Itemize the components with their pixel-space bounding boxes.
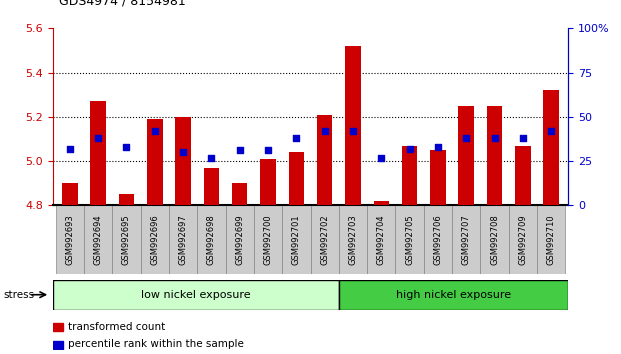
- Point: [518, 135, 528, 141]
- Text: GSM992705: GSM992705: [405, 215, 414, 265]
- FancyBboxPatch shape: [537, 205, 565, 274]
- FancyBboxPatch shape: [197, 205, 225, 274]
- Point: [461, 135, 471, 141]
- Bar: [289, 152, 304, 205]
- Point: [178, 149, 188, 155]
- Point: [93, 135, 103, 141]
- Text: GSM992704: GSM992704: [377, 215, 386, 265]
- Point: [348, 128, 358, 134]
- FancyBboxPatch shape: [339, 205, 367, 274]
- FancyBboxPatch shape: [509, 205, 537, 274]
- Bar: [515, 145, 531, 205]
- Bar: [175, 117, 191, 205]
- Point: [150, 128, 160, 134]
- Point: [405, 146, 415, 152]
- Point: [65, 146, 75, 152]
- Text: GSM992706: GSM992706: [433, 215, 442, 265]
- Text: GSM992695: GSM992695: [122, 215, 131, 265]
- Point: [291, 135, 301, 141]
- Text: GSM992709: GSM992709: [519, 215, 527, 265]
- FancyBboxPatch shape: [56, 205, 84, 274]
- Text: GSM992698: GSM992698: [207, 215, 216, 265]
- FancyBboxPatch shape: [254, 205, 282, 274]
- FancyBboxPatch shape: [367, 205, 396, 274]
- Bar: [543, 90, 559, 205]
- Text: low nickel exposure: low nickel exposure: [141, 290, 251, 300]
- FancyBboxPatch shape: [452, 205, 481, 274]
- Point: [376, 155, 386, 160]
- Bar: [317, 115, 332, 205]
- Text: GSM992708: GSM992708: [490, 215, 499, 265]
- Bar: [458, 106, 474, 205]
- Text: GSM992707: GSM992707: [462, 215, 471, 265]
- Text: stress: stress: [3, 290, 34, 300]
- Text: GSM992710: GSM992710: [546, 215, 556, 265]
- FancyBboxPatch shape: [112, 205, 140, 274]
- Bar: [119, 194, 134, 205]
- Bar: [53, 323, 63, 331]
- Point: [206, 155, 216, 160]
- Text: percentile rank within the sample: percentile rank within the sample: [68, 339, 244, 349]
- Text: GSM992703: GSM992703: [348, 215, 358, 265]
- FancyBboxPatch shape: [84, 205, 112, 274]
- FancyBboxPatch shape: [282, 205, 310, 274]
- Text: GSM992699: GSM992699: [235, 215, 244, 265]
- FancyBboxPatch shape: [396, 205, 424, 274]
- Point: [320, 128, 330, 134]
- FancyBboxPatch shape: [53, 280, 339, 310]
- Text: high nickel exposure: high nickel exposure: [396, 290, 511, 300]
- Text: GSM992700: GSM992700: [263, 215, 273, 265]
- Text: GSM992702: GSM992702: [320, 215, 329, 265]
- Bar: [62, 183, 78, 205]
- Bar: [204, 168, 219, 205]
- FancyBboxPatch shape: [481, 205, 509, 274]
- Point: [122, 144, 132, 150]
- Bar: [260, 159, 276, 205]
- Text: GSM992693: GSM992693: [65, 215, 75, 265]
- Bar: [487, 106, 502, 205]
- Bar: [402, 145, 417, 205]
- Text: GSM992697: GSM992697: [179, 215, 188, 265]
- Text: GDS4974 / 8154981: GDS4974 / 8154981: [59, 0, 186, 7]
- Point: [235, 148, 245, 153]
- Bar: [373, 201, 389, 205]
- Point: [433, 144, 443, 150]
- Bar: [53, 341, 63, 349]
- FancyBboxPatch shape: [140, 205, 169, 274]
- FancyBboxPatch shape: [339, 280, 568, 310]
- Bar: [345, 46, 361, 205]
- FancyBboxPatch shape: [310, 205, 339, 274]
- Text: GSM992694: GSM992694: [94, 215, 102, 265]
- Bar: [430, 150, 446, 205]
- Bar: [90, 101, 106, 205]
- Point: [489, 135, 499, 141]
- Text: GSM992696: GSM992696: [150, 215, 159, 265]
- Text: transformed count: transformed count: [68, 322, 166, 332]
- Bar: [232, 183, 248, 205]
- Text: GSM992701: GSM992701: [292, 215, 301, 265]
- FancyBboxPatch shape: [225, 205, 254, 274]
- FancyBboxPatch shape: [169, 205, 197, 274]
- FancyBboxPatch shape: [424, 205, 452, 274]
- Bar: [147, 119, 163, 205]
- Point: [263, 148, 273, 153]
- Point: [546, 128, 556, 134]
